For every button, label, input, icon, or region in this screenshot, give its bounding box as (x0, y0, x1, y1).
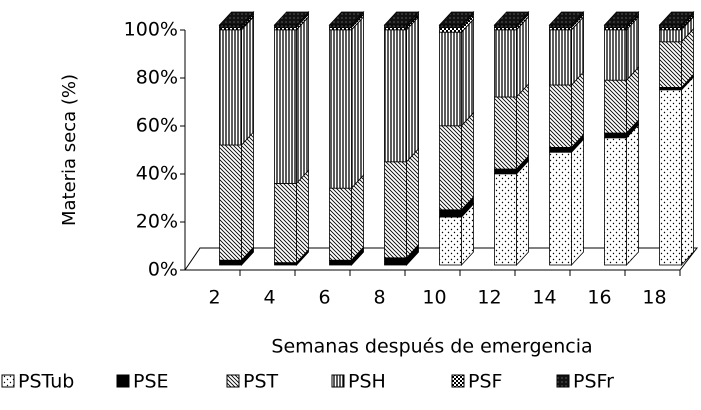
legend-swatch (226, 374, 240, 388)
bar-segment (659, 75, 694, 267)
legend-label: PSH (348, 371, 386, 393)
bar-segment (604, 118, 639, 139)
legend-swatch (331, 374, 345, 388)
bar-segment (604, 123, 639, 267)
bar-segment (438, 10, 475, 29)
bar-segment (439, 202, 474, 267)
x-tick-label: 18 (642, 287, 666, 309)
legend-swatch (1, 374, 15, 388)
x-tick-label: 12 (477, 287, 501, 309)
bar-segment (328, 10, 365, 29)
bar-segment (603, 10, 640, 29)
bar-segment (494, 159, 529, 267)
legend-swatch (451, 374, 465, 388)
bar-segment (549, 15, 584, 87)
bar-segment (384, 15, 419, 163)
bar-segment (604, 66, 639, 135)
x-tick-label: 10 (422, 287, 446, 309)
x-axis-title: Semanas después de emergencia (271, 336, 592, 358)
legend-label: PSF (468, 371, 502, 393)
bar-segment (604, 15, 639, 82)
legend-label: PSE (133, 371, 169, 393)
legend-label: PST (243, 371, 279, 393)
bar-segment (218, 10, 255, 29)
x-tick-label: 2 (208, 287, 220, 309)
bar-segment (549, 138, 584, 267)
bar-segment (329, 15, 364, 190)
bar-segment (658, 10, 695, 29)
bar-segment (494, 15, 529, 99)
bar-segment (384, 147, 419, 259)
bar-segment (274, 15, 309, 185)
x-tick-label: 14 (532, 287, 556, 309)
y-tick-label: 20% (136, 211, 178, 233)
x-tick-label: 8 (373, 287, 385, 309)
bar-segment (549, 70, 584, 149)
bar-segment (659, 13, 694, 31)
bar-segment (494, 82, 529, 171)
bar-segment (659, 27, 694, 89)
y-axis-title: Materia seca (%) (59, 74, 80, 226)
bar-segment (274, 169, 309, 264)
bar-segment (219, 130, 254, 262)
bar-segment (548, 10, 585, 29)
bar-segment (273, 10, 310, 29)
y-tick-label: 40% (136, 163, 178, 185)
x-tick-label: 4 (263, 287, 275, 309)
legend-swatch (556, 374, 570, 388)
y-tick-label: 80% (136, 67, 178, 89)
x-tick-label: 16 (587, 287, 611, 309)
y-tick-label: 60% (136, 115, 178, 137)
bar-segment (549, 133, 584, 154)
x-tick-label: 6 (318, 287, 330, 309)
y-tick-label: 100% (124, 19, 178, 41)
bar-segment (493, 10, 530, 29)
legend-swatch (116, 374, 130, 388)
bar-segment (439, 111, 474, 211)
legend-label: PSFr (573, 371, 614, 393)
bar-segment (383, 10, 420, 29)
bar-segment (219, 15, 254, 147)
y-tick-label: 0% (148, 259, 178, 281)
bar-segment (439, 18, 474, 127)
legend-label: PSTub (18, 371, 74, 393)
bar-segment (329, 246, 364, 267)
